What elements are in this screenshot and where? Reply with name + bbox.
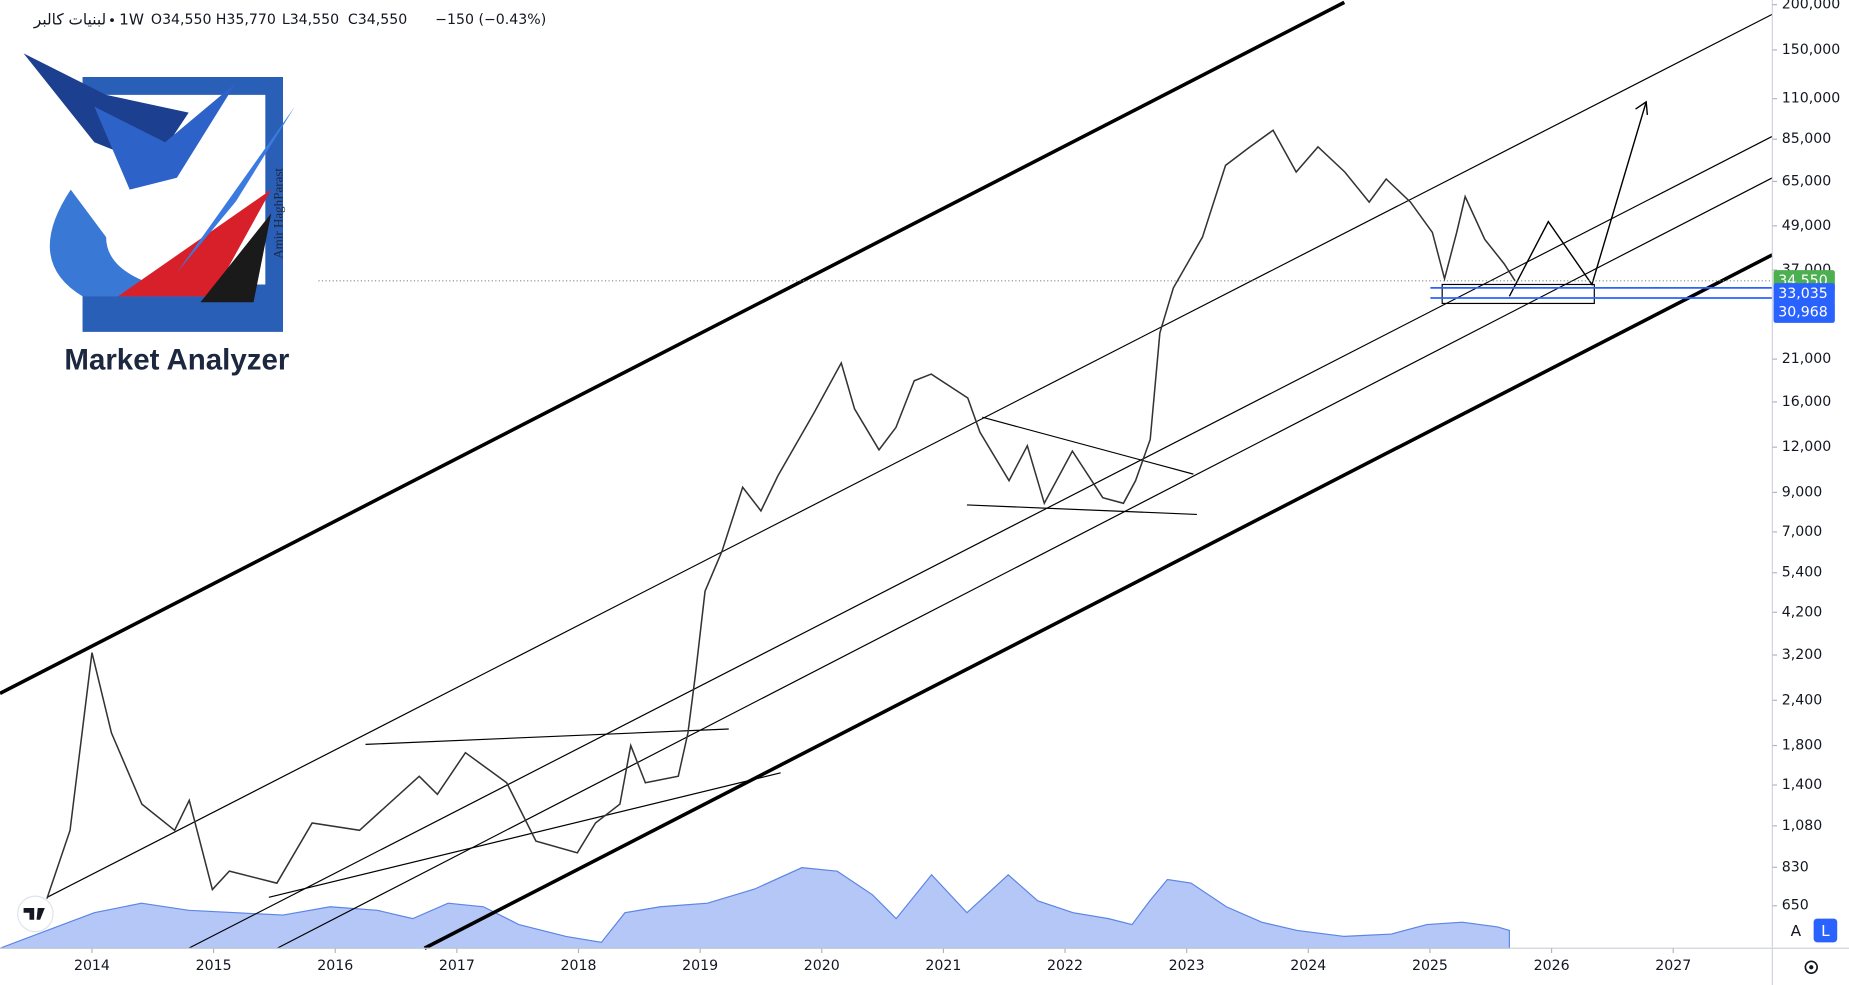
y-tick-label: 830 [1782,859,1809,875]
x-tick-label: 2021 [925,958,961,974]
channel-line [0,0,1346,695]
axes: 200,000 150,000 110,000 85,000 65,000 49,000 3… [74,0,1840,974]
auto-button[interactable] [1784,918,1808,943]
trend-lines [0,0,1774,950]
x-tick-label: 2022 [1047,958,1083,974]
header: لبنیات کالبر 1W O34,550 H35,770 L34,550 … [33,11,546,29]
x-tick-label: 2023 [1169,958,1205,974]
x-tick-label: 2019 [682,958,718,974]
symbol: لبنیات کالبر [33,11,106,29]
price-label: 33,035 [1778,286,1827,302]
logo-swoosh [49,189,213,297]
pattern-line [966,504,1197,516]
x-tick-label: 2024 [1290,958,1326,974]
projection-path [1508,101,1647,297]
interval: 1W [119,11,144,29]
y-tick-label: 4,200 [1782,604,1822,620]
pattern-line [268,772,781,898]
projection-arrow [1635,100,1649,116]
change: −150 (−0.43%) [435,12,546,28]
y-tick-label: 650 [1782,898,1809,914]
y-tick-label: 1,800 [1782,738,1822,754]
toolbar: A L [1784,918,1838,974]
logo-arrow [176,106,295,273]
ohlc-close: C34,550 [348,12,407,28]
log-label: L [1821,922,1830,940]
pattern-line [982,416,1194,475]
auto-label: A [1791,922,1802,940]
y-tick-label: 16,000 [1782,394,1831,410]
price-label-box [1773,301,1835,323]
x-tick-label: 2025 [1412,958,1448,974]
support-box [1441,283,1595,305]
tradingview-logo [17,895,54,933]
y-tick-label: 110,000 [1782,91,1840,107]
ohlc-high: H35,770 [216,12,276,28]
y-tick-label: 49,000 [1782,218,1831,234]
settings-icon[interactable] [1804,960,1818,974]
x-tick-label: 2027 [1655,958,1691,974]
y-tick-label: 85,000 [1782,131,1831,147]
price-label: 30,968 [1778,304,1827,320]
y-tick-label: 5,400 [1782,565,1822,581]
y-tick-label: 7,000 [1782,524,1822,540]
tv-icon [23,907,45,920]
pattern-line [365,728,729,745]
x-tick-label: 2016 [317,958,353,974]
y-tick-label: 200,000 [1782,0,1840,13]
tv-badge [17,895,54,933]
price-line [46,129,1516,899]
y-tick-label: 12,000 [1782,439,1831,455]
y-tick-label: 1,080 [1782,818,1822,834]
separator [110,18,114,23]
y-tick-label: 1,400 [1782,777,1822,793]
volume-area [0,867,1510,949]
log-button[interactable] [1813,918,1838,943]
channel-line [423,253,1774,950]
y-tick-label: 21,000 [1782,351,1831,367]
x-tick-label: 2026 [1534,958,1570,974]
x-tick-label: 2014 [74,958,110,974]
ohlc-low: L34,550 [282,12,339,28]
y-tick-label: 2,400 [1782,692,1822,708]
logo-bird [94,82,236,190]
y-tick-label: 65,000 [1782,173,1831,189]
y-tick-label: 3,200 [1782,647,1822,663]
channel-line [46,13,1773,898]
logo-title: Market Analyzer [64,343,289,376]
y-tick-label: 9,000 [1782,484,1822,500]
ohlc-open: O34,550 [151,12,212,28]
price-label-box [1773,283,1835,305]
settings-dot [1809,965,1814,970]
x-tick-label: 2017 [439,958,475,974]
plot [46,129,1773,899]
x-tick-label: 2020 [804,958,840,974]
logo-frame [82,77,284,332]
y-tick-label: 150,000 [1782,42,1840,58]
x-tick-label: 2015 [196,958,232,974]
x-tick-label: 2018 [561,958,597,974]
channel-line [276,177,1773,949]
logo-author: Amir HaghParast [270,168,285,259]
